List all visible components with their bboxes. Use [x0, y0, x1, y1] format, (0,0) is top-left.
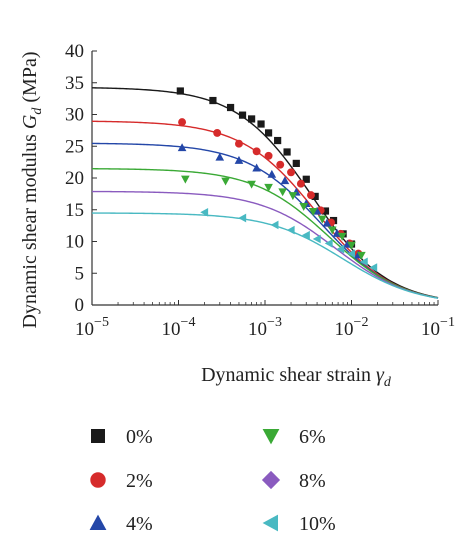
- data-point-0pct: [226, 103, 235, 112]
- data-point-10pct: [347, 249, 356, 258]
- y-tick-label: 20: [65, 168, 84, 189]
- data-point-0pct: [321, 207, 330, 215]
- x-tick-label: 10−2: [335, 315, 369, 340]
- y-tick-label: 35: [65, 73, 84, 94]
- data-point-6pct: [327, 226, 337, 235]
- data-point-0pct: [176, 87, 184, 95]
- data-point-2pct: [264, 151, 273, 160]
- data-point-6pct: [278, 188, 287, 197]
- data-point-2pct: [276, 160, 285, 169]
- data-point-4pct: [267, 169, 277, 178]
- fit-curve-8pct: [91, 190, 439, 299]
- data-points: [176, 87, 378, 272]
- legend-marker-10pct: [262, 514, 278, 532]
- legend-marker-2pct: [90, 472, 106, 488]
- data-point-2pct: [213, 128, 222, 137]
- data-point-10pct: [200, 207, 209, 217]
- data-point-10pct: [301, 230, 310, 240]
- data-point-0pct: [209, 96, 217, 105]
- data-point-10pct: [238, 213, 247, 223]
- axes: [91, 50, 439, 306]
- data-point-10pct: [336, 244, 345, 254]
- data-point-2pct: [287, 168, 295, 177]
- y-tick-label: 15: [65, 200, 84, 221]
- data-point-6pct: [308, 208, 318, 216]
- data-point-0pct: [238, 111, 247, 119]
- y-tick-label: 30: [65, 105, 84, 126]
- data-point-4pct: [215, 152, 225, 161]
- data-point-6pct: [347, 241, 356, 250]
- data-point-6pct: [337, 232, 347, 241]
- y-tick-labels: 0 5 10 15 20 25 30 35 40: [65, 41, 84, 316]
- data-point-0pct: [264, 129, 273, 137]
- data-point-0pct: [274, 136, 282, 145]
- data-point-0pct: [283, 148, 291, 156]
- data-point-10pct: [324, 239, 333, 248]
- legend: 0% 2% 4% 6% 8% 10%: [89, 426, 336, 535]
- data-point-10pct: [286, 225, 295, 235]
- data-point-0pct: [311, 192, 319, 201]
- legend-marker-0pct: [91, 429, 105, 443]
- data-point-10pct: [312, 234, 321, 244]
- x-tick-label: 10−3: [248, 315, 282, 340]
- data-point-6pct: [318, 215, 327, 224]
- data-point-6pct: [181, 175, 190, 184]
- data-point-4pct: [322, 218, 332, 227]
- legend-label-2pct: 2%: [126, 470, 153, 492]
- fit-curve-6pct: [91, 168, 439, 299]
- data-point-4pct: [280, 176, 290, 185]
- legend-label-4pct: 4%: [126, 513, 153, 535]
- fit-curve-10pct: [91, 212, 439, 299]
- legend-marker-6pct: [262, 429, 280, 445]
- x-tick-labels: 10−5 10−4 10−3 10−2 10−1: [75, 315, 455, 340]
- data-point-10pct: [369, 263, 378, 272]
- y-tick-label: 25: [65, 136, 84, 157]
- fit-curves: [91, 87, 439, 299]
- data-point-2pct: [235, 139, 243, 148]
- legend-label-6pct: 6%: [299, 426, 326, 448]
- x-axis-title: Dynamic shear strain γd: [201, 364, 392, 390]
- data-point-2pct: [178, 118, 187, 127]
- data-point-0pct: [302, 175, 310, 183]
- fit-curve-4pct: [91, 142, 439, 299]
- legend-marker-4pct: [89, 514, 107, 530]
- data-point-2pct: [252, 147, 261, 156]
- legend-label-0pct: 0%: [126, 426, 153, 448]
- y-tick-label: 10: [65, 232, 84, 253]
- data-point-6pct: [288, 192, 298, 201]
- x-tick-label: 10−1: [421, 315, 455, 340]
- data-point-0pct: [292, 159, 300, 167]
- data-point-0pct: [257, 120, 265, 128]
- data-point-6pct: [221, 177, 230, 186]
- legend-label-8pct: 8%: [299, 470, 326, 492]
- data-point-2pct: [307, 191, 315, 200]
- data-point-10pct: [270, 220, 279, 230]
- data-point-2pct: [296, 179, 305, 188]
- y-tick-label: 40: [65, 41, 84, 62]
- y-tick-label: 5: [75, 263, 85, 284]
- y-axis-title: Dynamic shear modulusGd(MPa): [19, 52, 45, 329]
- y-tick-label: 0: [75, 295, 85, 316]
- data-point-10pct: [359, 257, 368, 267]
- data-point-6pct: [247, 180, 256, 189]
- data-point-0pct: [248, 115, 256, 123]
- data-point-4pct: [234, 155, 244, 164]
- legend-marker-8pct: [261, 470, 281, 490]
- data-point-6pct: [357, 251, 366, 260]
- data-point-6pct: [264, 183, 273, 192]
- data-point-4pct: [252, 163, 261, 172]
- fit-curve-2pct: [91, 120, 439, 299]
- data-point-4pct: [177, 143, 187, 152]
- x-tick-label: 10−5: [75, 315, 109, 340]
- data-point-6pct: [299, 202, 308, 211]
- x-tick-label: 10−4: [162, 315, 196, 340]
- legend-label-10pct: 10%: [299, 513, 336, 535]
